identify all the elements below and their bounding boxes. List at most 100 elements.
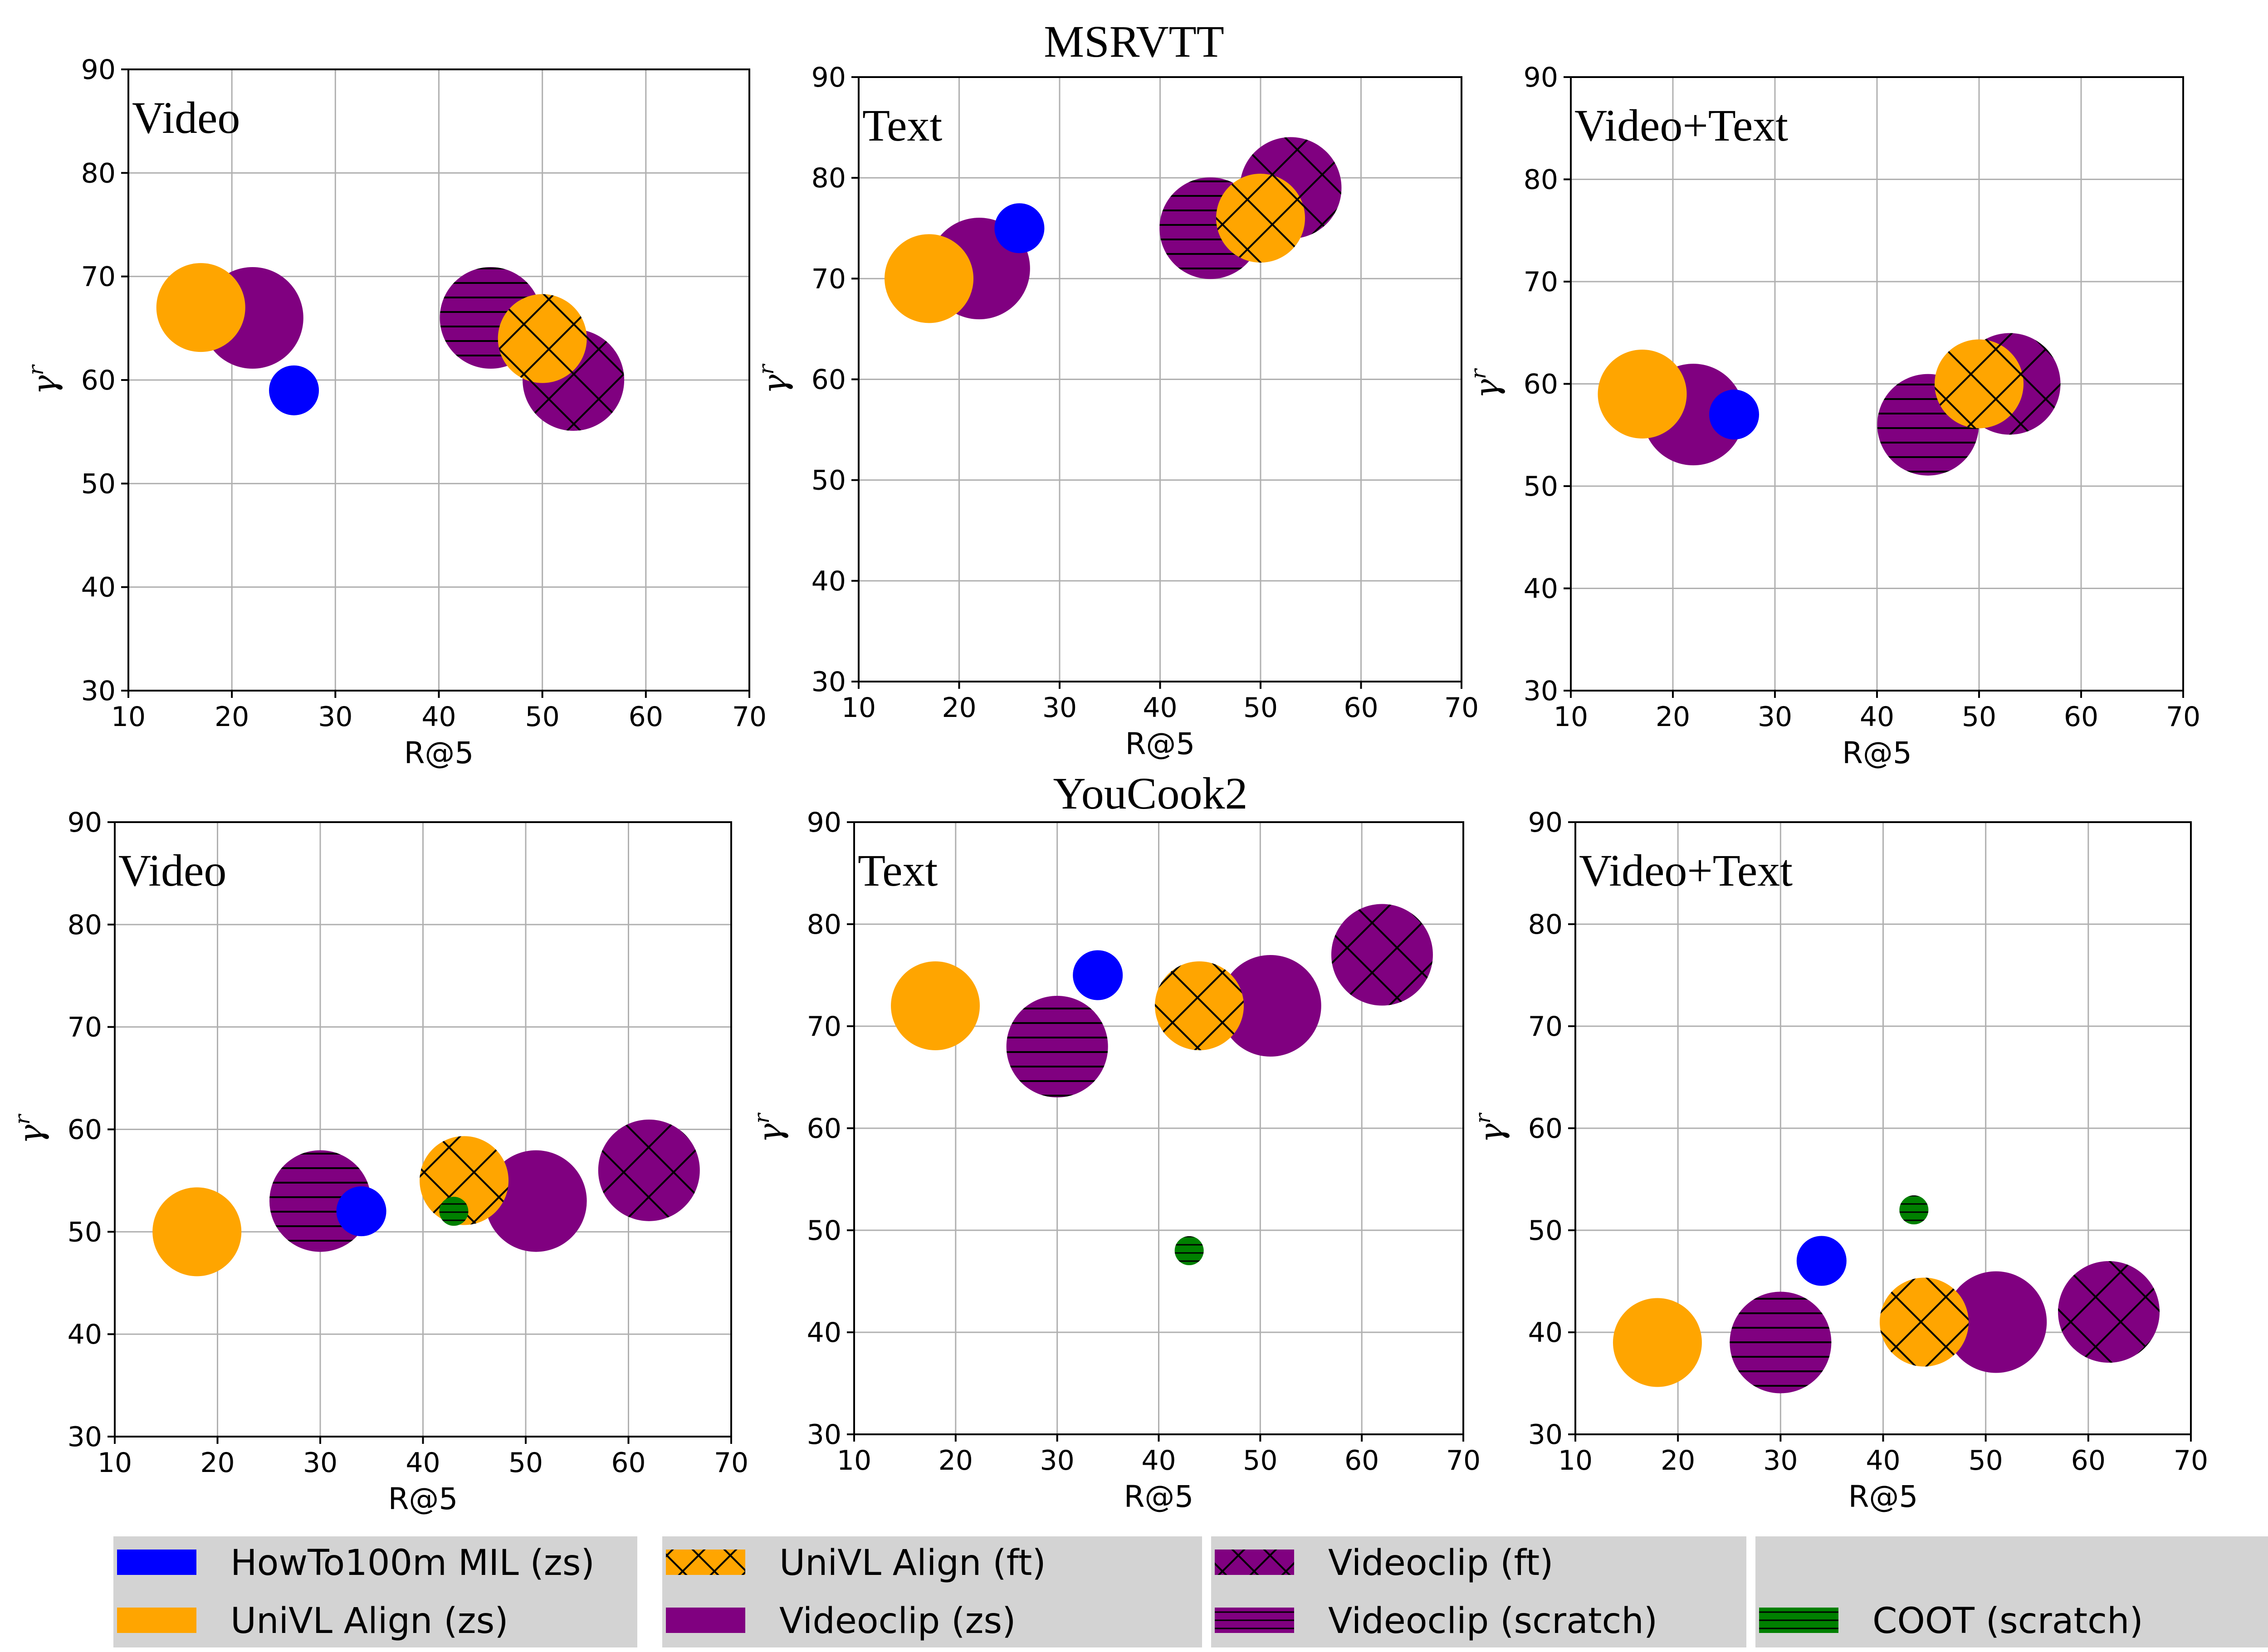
legend-block (113, 1536, 637, 1647)
x-tick-label: 70 (1444, 692, 1479, 724)
group-titles: MSRVTT YouCook2 (1044, 16, 1247, 819)
x-tick-label: 10 (98, 1447, 132, 1479)
panels: 10 20 30 40 50 60 7030405060708090R@5γrVideo10… (10, 54, 2208, 1516)
x-tick-label: 40 (1860, 701, 1894, 733)
y-tick-label: 60 (81, 365, 116, 396)
y-tick-label: 70 (68, 1012, 102, 1043)
y-tick-label: 30 (811, 666, 846, 698)
legend-label: COOT (scratch) (1872, 1601, 2143, 1642)
row-title-msrvtt: MSRVTT (1044, 16, 1224, 67)
x-tick-label: 30 (1758, 701, 1792, 733)
legend-entry-howto100m-mil-zs: HowTo100m MIL (zs) (117, 1543, 595, 1584)
x-tick-label: 10 (1554, 701, 1588, 733)
x-tick-label: 60 (1344, 1445, 1379, 1477)
y-tick-label: 80 (811, 162, 846, 194)
markers (1613, 1195, 2160, 1394)
point-univl-align-zs (885, 234, 974, 323)
panel-youcook2-text: 10 20 30 40 50 60 70 30 40 50 60 70 80 90 R@5 γr Text (749, 807, 1481, 1514)
legend-block (1755, 1536, 2268, 1647)
panel-youcook2-video: 10 20 30 40 50 60 70 30 40 50 60 70 80 90 R@5 γr Video (10, 807, 748, 1516)
y-tick-label: 80 (1524, 164, 1558, 196)
x-tick-label: 40 (1143, 692, 1177, 724)
legend-entry-videoclip-scratch: Videoclip (scratch) (1215, 1601, 1657, 1642)
y-axis-label: γr (1471, 1112, 1510, 1143)
y-tick-label: 30 (807, 1419, 841, 1451)
y-tick-label: 80 (68, 909, 102, 941)
legend-block (1211, 1536, 1746, 1647)
panel-title: Text (862, 100, 942, 151)
y-axis-label: γr (754, 363, 794, 394)
x-tick-label: 70 (2174, 1445, 2208, 1477)
point-howto100m-mil-zs (994, 203, 1045, 253)
x-tick-label: 70 (732, 701, 767, 733)
point-videoclip-zs (1219, 955, 1321, 1057)
point-univl-align-zs (152, 1187, 242, 1277)
point-videoclip-scratch (1006, 996, 1108, 1097)
panel-msrvtt-video-text: 10 20 30 40 50 60 70 30 40 50 60 70 80 90 R@5 γr Video+T… (1466, 62, 2200, 770)
y-tick-label: 50 (81, 468, 116, 500)
legend-swatch (666, 1608, 745, 1633)
y-tick-label: 80 (807, 909, 841, 941)
x-tick-label: 30 (318, 701, 352, 733)
y-tick-label: 30 (81, 675, 116, 707)
x-tick-label: 50 (508, 1447, 543, 1479)
markers (885, 137, 1342, 323)
x-tick-label: 40 (1141, 1445, 1176, 1477)
x-tick-label: 10 (837, 1445, 871, 1477)
x-tick-label: 20 (1661, 1445, 1695, 1477)
y-tick-label: 30 (1524, 675, 1558, 707)
legend-label: HowTo100m MIL (zs) (230, 1543, 595, 1584)
y-tick-label: 60 (1528, 1113, 1563, 1145)
y-tick-label: 60 (811, 364, 846, 396)
point-univl-align-ft (1155, 961, 1244, 1050)
x-tick-label: 20 (942, 692, 976, 724)
y-tick-label: 70 (81, 261, 116, 293)
point-videoclip-ft (598, 1119, 700, 1221)
x-tick-label: 50 (1962, 701, 1996, 733)
x-tick-label: 30 (1040, 1445, 1074, 1477)
x-axis-label: R@5 (1124, 1479, 1194, 1514)
point-univl-align-ft (1216, 174, 1305, 263)
x-tick-label: 10 (841, 692, 876, 724)
x-tick-label: 60 (2064, 701, 2098, 733)
legend-entry-univl-align-ft: UniVL Align (ft) (666, 1543, 1046, 1584)
point-coot-scratch (1899, 1195, 1929, 1224)
panel-youcook2-video-text: 10 20 30 40 50 60 70 30 40 50 60 70 80 90 R@5 γr Video+T… (1471, 807, 2208, 1514)
panel-msrvtt-text: 10 20 30 40 50 60 70 30 40 50 60 70 80 90 R@5 γr Text (754, 62, 1479, 761)
y-tick-label: 40 (807, 1317, 841, 1349)
legend-label: Videoclip (scratch) (1328, 1601, 1657, 1642)
x-tick-label: 20 (200, 1447, 235, 1479)
point-videoclip-scratch (1730, 1291, 1832, 1394)
y-tick-label: 40 (68, 1319, 102, 1350)
y-axis-label: γr (24, 364, 64, 395)
point-howto100m-mil-zs (1073, 950, 1123, 1000)
legend-entry-videoclip-zs: Videoclip (zs) (666, 1601, 1016, 1642)
y-tick-label: 90 (81, 54, 116, 86)
x-axis-label: R@5 (1842, 736, 1912, 770)
x-tick-label: 50 (525, 701, 559, 733)
x-tick-label: 60 (2071, 1445, 2106, 1477)
x-tick-label: 10 (1558, 1445, 1593, 1477)
point-univl-align-ft (420, 1136, 509, 1225)
y-tick-label: 50 (68, 1216, 102, 1248)
row-title-youcook2: YouCook2 (1053, 768, 1248, 819)
point-univl-align-ft (1879, 1277, 1969, 1367)
legend-label: Videoclip (ft) (1328, 1543, 1554, 1584)
x-tick-label: 70 (1446, 1445, 1481, 1477)
x-tick-label: 50 (1243, 692, 1278, 724)
y-tick-label: 40 (81, 572, 116, 604)
y-tick-label: 60 (68, 1114, 102, 1146)
point-univl-align-zs (891, 961, 980, 1050)
y-tick-label: 60 (807, 1113, 841, 1145)
x-tick-label: 50 (1968, 1445, 2003, 1477)
markers (891, 904, 1433, 1265)
y-tick-label: 70 (811, 263, 846, 295)
point-howto100m-mil-zs (1709, 390, 1759, 440)
point-videoclip-zs (485, 1150, 587, 1252)
legend-entry-videoclip-ft: Videoclip (ft) (1215, 1543, 1554, 1584)
y-tick-label: 90 (811, 62, 846, 93)
y-tick-label: 30 (68, 1421, 102, 1453)
point-videoclip-ft (1331, 904, 1433, 1006)
legend-swatch (117, 1608, 196, 1633)
panel-title: Video+Text (1579, 845, 1793, 896)
